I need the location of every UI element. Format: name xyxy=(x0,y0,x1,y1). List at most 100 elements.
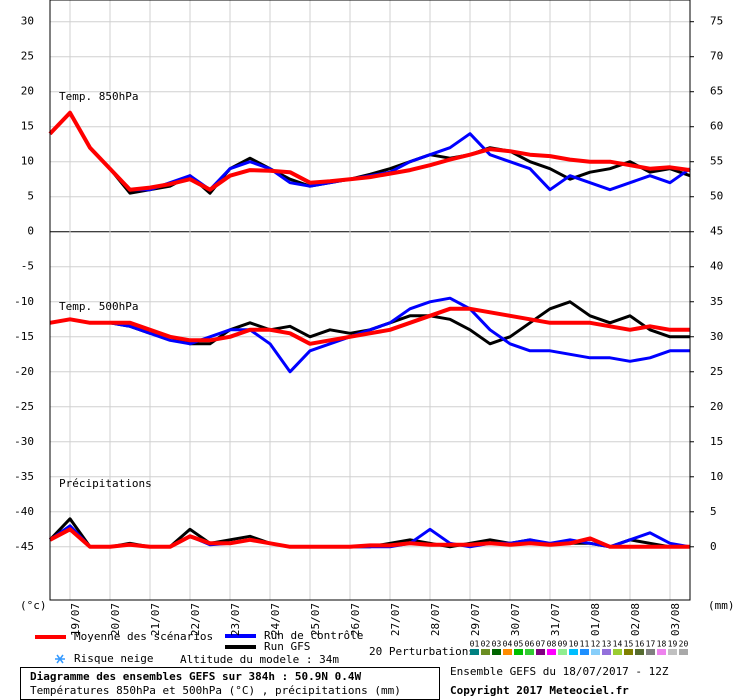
perturbation-label: 04 xyxy=(503,640,513,649)
series-line xyxy=(48,110,691,192)
panel-label: Précipitations xyxy=(59,477,152,490)
perturbation-swatch xyxy=(558,649,567,655)
y2-tick-label: 45 xyxy=(710,225,723,238)
perturbation-swatch xyxy=(470,649,479,655)
perturbation-swatch xyxy=(668,649,677,655)
x-tick-label: 20/07 xyxy=(109,603,122,636)
perturbation-swatch xyxy=(492,649,501,655)
perturbation-swatch xyxy=(481,649,490,655)
perturbation-label: 02 xyxy=(481,640,491,649)
perturbation-label: 01 xyxy=(470,640,480,649)
x-tick-label: 29/07 xyxy=(469,603,482,636)
x-tick-label: 21/07 xyxy=(149,603,162,636)
x-tick-label: 24/07 xyxy=(269,603,282,636)
perturbation-swatch xyxy=(514,649,523,655)
run-info: Ensemble GEFS du 18/07/2017 - 12Z xyxy=(450,665,669,678)
y-unit: (°c) xyxy=(20,599,47,612)
perturbation-label: 11 xyxy=(580,640,590,649)
snow-icon xyxy=(55,654,65,664)
y-tick-label: -35 xyxy=(14,470,34,483)
panel-label: Temp. 500hPa xyxy=(59,300,138,313)
x-tick-label: 27/07 xyxy=(389,603,402,636)
y2-tick-label: 0 xyxy=(710,540,717,553)
perturbation-swatch xyxy=(635,649,644,655)
series-line xyxy=(49,527,690,549)
y2-tick-label: 60 xyxy=(710,120,723,133)
perturbation-swatch xyxy=(503,649,512,655)
perturbation-label: 17 xyxy=(646,640,656,649)
perturbation-swatch xyxy=(536,649,545,655)
perturbation-label: 05 xyxy=(514,640,524,649)
perturbation-swatch xyxy=(657,649,666,655)
perturbation-swatch xyxy=(624,649,633,655)
x-tick-label: 02/08 xyxy=(629,603,642,636)
perturbation-label: 16 xyxy=(635,640,645,649)
perturbation-label: 18 xyxy=(657,640,667,649)
y2-tick-label: 15 xyxy=(710,435,723,448)
y-tick-label: -20 xyxy=(14,365,34,378)
y2-tick-label: 75 xyxy=(710,15,723,28)
y-tick-label: 15 xyxy=(21,120,34,133)
copyright: Copyright 2017 Meteociel.fr xyxy=(450,684,629,697)
y-tick-label: 30 xyxy=(21,15,34,28)
y2-tick-label: 40 xyxy=(710,260,723,273)
x-tick-label: 26/07 xyxy=(349,603,362,636)
series-line xyxy=(49,306,690,346)
x-tick-label: 31/07 xyxy=(549,603,562,636)
y-tick-label: -30 xyxy=(14,435,34,448)
perturbation-label: 20 xyxy=(679,640,689,649)
perturbation-label: 06 xyxy=(525,640,535,649)
perturbation-swatch xyxy=(580,649,589,655)
legend-label: Moyenne des scénarios xyxy=(74,630,213,643)
perturbation-swatch xyxy=(602,649,611,655)
legend-label: Run de contrôle xyxy=(264,629,363,642)
y-tick-label: 0 xyxy=(27,225,34,238)
x-tick-label: 30/07 xyxy=(509,603,522,636)
perturbation-label: 14 xyxy=(613,640,623,649)
y2-tick-label: 30 xyxy=(710,330,723,343)
subtitle: Températures 850hPa et 500hPa (°C) , pré… xyxy=(30,684,401,697)
x-tick-label: 22/07 xyxy=(189,603,202,636)
perturbation-label: 13 xyxy=(602,640,612,649)
title: Diagramme des ensembles GEFS sur 384h : … xyxy=(30,670,362,683)
perturbation-swatch xyxy=(613,649,622,655)
x-tick-label: 01/08 xyxy=(589,603,602,636)
perturbation-swatch xyxy=(525,649,534,655)
x-tick-label: 19/07 xyxy=(69,603,82,636)
y-tick-label: 20 xyxy=(21,85,34,98)
y2-unit: (mm) xyxy=(708,599,735,612)
perturbation-label: 15 xyxy=(624,640,634,649)
y2-tick-label: 20 xyxy=(710,400,723,413)
series-line xyxy=(49,296,690,374)
snow-label: Risque neige xyxy=(74,652,153,665)
y2-tick-label: 10 xyxy=(710,470,723,483)
y2-tick-label: 70 xyxy=(710,50,723,63)
y-tick-label: -5 xyxy=(21,260,34,273)
perturbation-swatch xyxy=(679,649,688,655)
perturbation-swatch xyxy=(591,649,600,655)
y-tick-label: -40 xyxy=(14,505,34,518)
perturbation-label: 07 xyxy=(536,640,546,649)
y2-tick-label: 55 xyxy=(710,155,723,168)
perturbation-label: 12 xyxy=(591,640,601,649)
y2-tick-label: 25 xyxy=(710,365,723,378)
perturbations-label: 20 Perturbations xyxy=(369,645,475,658)
plot-frame xyxy=(49,0,691,601)
perturbation-legend: 01 02 03 04 05 06 07 08 09 10 11 12 13 14 15 16 17 18 19 20 xyxy=(470,640,689,655)
y2-tick-label: 65 xyxy=(710,85,723,98)
perturbation-label: 19 xyxy=(668,640,678,649)
y-tick-label: -45 xyxy=(14,540,34,553)
perturbation-label: 10 xyxy=(569,640,579,649)
y-tick-label: -10 xyxy=(14,295,34,308)
perturbation-swatch xyxy=(547,649,556,655)
y-tick-label: 25 xyxy=(21,50,34,63)
x-tick-label: 28/07 xyxy=(429,603,442,636)
x-tick-label: 25/07 xyxy=(309,603,322,636)
y-tick-label: -25 xyxy=(14,400,34,413)
legend-label: Run GFS xyxy=(264,640,310,653)
y-tick-label: 5 xyxy=(27,190,34,203)
perturbation-label: 08 xyxy=(547,640,557,649)
y2-tick-label: 35 xyxy=(710,295,723,308)
